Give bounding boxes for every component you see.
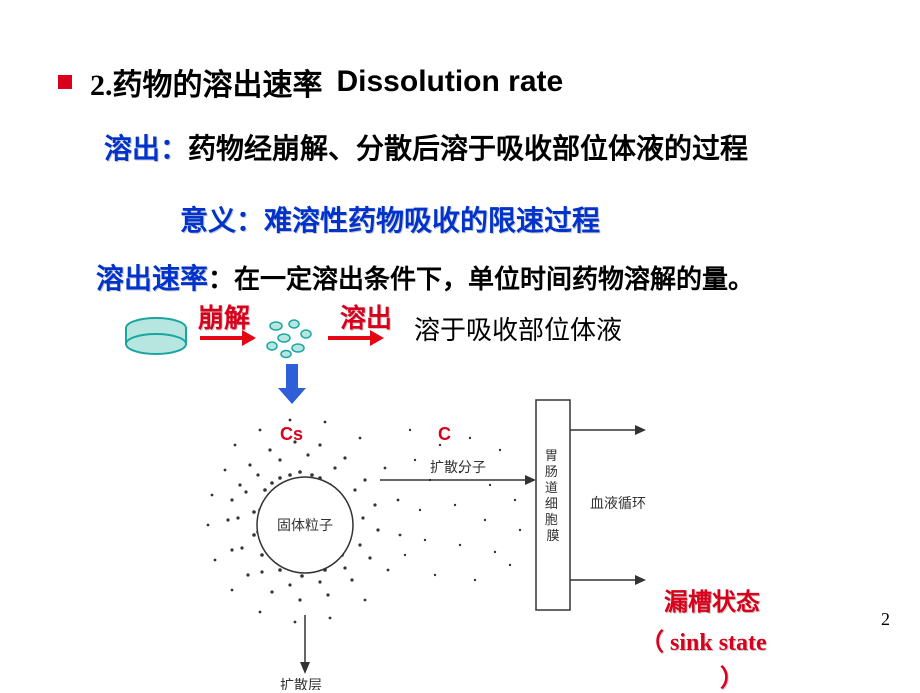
arrow1-label: 崩解	[198, 298, 250, 335]
particles-icon	[262, 316, 318, 360]
membrane-label: 胃 肠 道 细 胞 膜	[545, 448, 561, 543]
line1-prefix: 溶出：	[104, 134, 188, 165]
sink-state-cn: 漏槽状态	[664, 582, 760, 617]
tablet-icon	[120, 316, 192, 356]
line1-body: 药物经崩解、分散后溶于吸收部位体液的过程	[188, 134, 748, 165]
title-cn: 2.药物的溶出速率	[90, 60, 323, 104]
line-dissolution-def: 溶出：药物经崩解、分散后溶于吸收部位体液的过程	[104, 130, 748, 169]
diffusion-stipple	[207, 419, 522, 624]
arrow2-label: 溶出	[340, 298, 392, 335]
cs-label: Cs	[280, 424, 303, 444]
diffusion-layer-label: 扩散层	[280, 678, 322, 690]
page-number: 2	[881, 609, 890, 630]
sink-state-en-close: ）	[720, 658, 744, 693]
solid-particle-label: 固体粒子	[277, 518, 333, 534]
c-label: C	[438, 424, 451, 444]
bullet-icon	[58, 75, 72, 89]
title-row: 2.药物的溶出速率 Dissolution rate	[58, 60, 563, 104]
line3-body: ：在一定溶出条件下，单位时间药物溶解的量。	[208, 265, 754, 294]
line-rate-def: 溶出速率：在一定溶出条件下，单位时间药物溶解的量。	[96, 260, 754, 299]
diffusion-molecule-label: 扩散分子	[430, 460, 486, 476]
title-en: Dissolution rate	[337, 65, 564, 99]
line2-prefix: 意义：	[180, 206, 264, 237]
line2-body: 难溶性药物吸收的限速过程	[264, 206, 600, 237]
slide-container: 2.药物的溶出速率 Dissolution rate 溶出：药物经崩解、分散后溶…	[0, 0, 920, 690]
circulation-label: 血液循环	[590, 496, 646, 512]
line3-prefix: 溶出速率	[96, 264, 208, 295]
sink-state-en-open: （ sink state	[640, 622, 767, 657]
arrow2-tail: 溶于吸收部位体液	[414, 310, 622, 347]
line-meaning: 意义：难溶性药物吸收的限速过程	[180, 202, 600, 241]
